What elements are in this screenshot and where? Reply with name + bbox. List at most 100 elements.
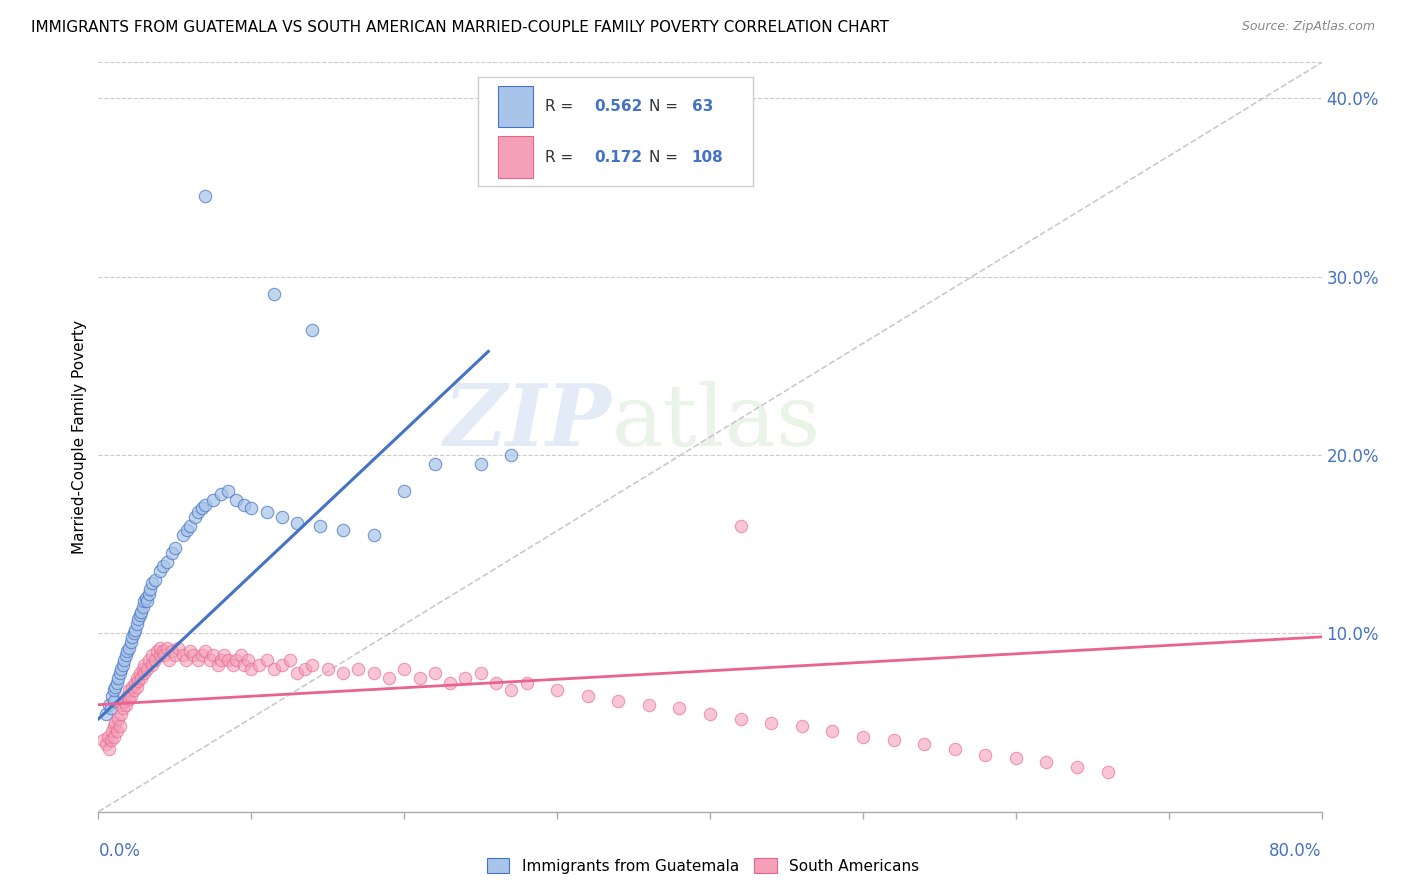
Point (129, 671, 152, 685)
Point (470, 457, 492, 471)
Point (759, 715, 782, 730)
Point (128, 608, 150, 623)
Point (122, 683, 145, 698)
Point (125, 680, 148, 694)
Point (209, 487, 232, 501)
Point (187, 653, 209, 667)
Point (134, 658, 156, 673)
Point (240, 662, 263, 676)
Text: 0.172: 0.172 (593, 150, 643, 164)
Point (232, 658, 254, 673)
Text: 80.0%: 80.0% (1270, 842, 1322, 860)
Point (149, 564, 172, 578)
Point (156, 640, 179, 655)
Point (1066, 760, 1088, 774)
Text: N =: N = (648, 99, 683, 114)
Point (294, 662, 316, 676)
Point (163, 648, 186, 662)
Point (278, 653, 301, 667)
Text: IMMIGRANTS FROM GUATEMALA VS SOUTH AMERICAN MARRIED-COUPLE FAMILY POVERTY CORREL: IMMIGRANTS FROM GUATEMALA VS SOUTH AMERI… (31, 20, 889, 35)
Text: ZIP: ZIP (444, 380, 612, 464)
Point (103, 719, 125, 733)
Point (117, 644, 139, 658)
Point (121, 630, 143, 644)
Point (132, 662, 155, 676)
Point (172, 528, 194, 542)
Point (301, 323, 323, 337)
Point (263, 287, 285, 301)
Point (363, 528, 385, 542)
Point (132, 599, 155, 614)
Point (501, 448, 523, 462)
Point (136, 594, 159, 608)
Point (139, 582, 162, 596)
Point (225, 492, 247, 507)
Point (191, 501, 214, 516)
Point (207, 658, 229, 673)
Text: 63: 63 (692, 99, 713, 114)
Point (121, 680, 143, 694)
FancyBboxPatch shape (498, 136, 533, 178)
Point (145, 644, 167, 658)
Point (91, 733, 114, 747)
Point (176, 523, 198, 537)
Point (122, 626, 145, 640)
Point (105, 676, 128, 690)
Y-axis label: Married-Couple Family Poverty: Married-Couple Family Poverty (72, 320, 87, 554)
Point (104, 715, 127, 730)
Point (263, 662, 285, 676)
Point (217, 483, 239, 498)
Point (104, 680, 127, 694)
Text: Source: ZipAtlas.com: Source: ZipAtlas.com (1241, 20, 1375, 33)
Point (179, 644, 201, 658)
Text: 0.0%: 0.0% (98, 842, 141, 860)
Point (194, 189, 217, 203)
Point (163, 541, 186, 555)
Point (115, 698, 138, 712)
Point (229, 648, 252, 662)
Point (225, 653, 247, 667)
Point (668, 701, 690, 715)
Point (187, 505, 209, 519)
Point (118, 683, 141, 698)
Point (108, 719, 131, 733)
Point (100, 733, 122, 747)
Text: R =: R = (546, 150, 578, 164)
Text: atlas: atlas (612, 381, 821, 464)
Point (378, 671, 401, 685)
Legend: Immigrants from Guatemala, South Americans: Immigrants from Guatemala, South America… (481, 852, 925, 880)
Point (1004, 751, 1026, 765)
Point (470, 665, 492, 680)
Point (198, 653, 221, 667)
Point (134, 665, 156, 680)
Point (285, 665, 308, 680)
Point (160, 644, 183, 658)
Point (270, 510, 292, 524)
Point (423, 665, 446, 680)
Point (134, 594, 156, 608)
Point (120, 689, 142, 703)
Point (423, 457, 446, 471)
Point (98, 698, 121, 712)
Point (217, 653, 239, 667)
Point (546, 683, 568, 698)
Point (108, 665, 131, 680)
Text: 0.562: 0.562 (593, 99, 643, 114)
FancyBboxPatch shape (498, 86, 533, 127)
Point (103, 683, 125, 698)
Point (912, 737, 935, 751)
Point (101, 689, 124, 703)
Point (943, 742, 966, 756)
Point (110, 662, 132, 676)
Point (152, 558, 174, 573)
Point (974, 747, 997, 762)
Point (883, 733, 905, 747)
Point (256, 653, 278, 667)
Point (179, 519, 201, 533)
Point (101, 724, 124, 739)
Point (167, 640, 190, 655)
Point (238, 653, 260, 667)
Point (107, 671, 129, 685)
Point (184, 510, 207, 524)
Point (174, 653, 197, 667)
